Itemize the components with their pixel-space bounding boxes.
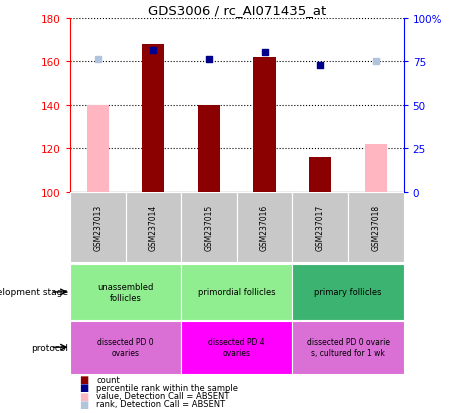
Text: GSM237013: GSM237013 <box>93 204 102 250</box>
Text: GSM237017: GSM237017 <box>316 204 325 250</box>
Text: GSM237014: GSM237014 <box>149 204 158 250</box>
Bar <box>87 105 109 192</box>
Text: primordial follicles: primordial follicles <box>198 288 276 297</box>
Bar <box>181 321 292 374</box>
Text: unassembled
follicles: unassembled follicles <box>97 282 154 302</box>
Point <box>150 48 157 55</box>
Bar <box>142 45 165 192</box>
Point <box>205 57 212 63</box>
Bar <box>181 264 292 320</box>
Bar <box>237 192 292 262</box>
Title: GDS3006 / rc_AI071435_at: GDS3006 / rc_AI071435_at <box>147 5 326 17</box>
Text: ■: ■ <box>79 391 88 401</box>
Bar <box>365 145 387 192</box>
Bar <box>125 192 181 262</box>
Bar <box>292 321 404 374</box>
Point <box>94 57 101 63</box>
Text: dissected PD 0
ovaries: dissected PD 0 ovaries <box>97 338 154 357</box>
Text: count: count <box>96 375 120 384</box>
Bar <box>253 57 276 192</box>
Text: dissected PD 4
ovaries: dissected PD 4 ovaries <box>208 338 265 357</box>
Bar <box>70 264 181 320</box>
Bar <box>309 157 331 192</box>
Point <box>317 63 324 69</box>
Bar <box>198 105 220 192</box>
Text: GSM237015: GSM237015 <box>204 204 213 250</box>
Text: GSM237016: GSM237016 <box>260 204 269 250</box>
Point <box>261 50 268 57</box>
Bar <box>70 321 181 374</box>
Text: rank, Detection Call = ABSENT: rank, Detection Call = ABSENT <box>96 399 225 408</box>
Text: ■: ■ <box>79 382 88 392</box>
Bar <box>292 192 348 262</box>
Text: dissected PD 0 ovarie
s, cultured for 1 wk: dissected PD 0 ovarie s, cultured for 1 … <box>307 338 390 357</box>
Bar <box>348 192 404 262</box>
Text: ■: ■ <box>79 374 88 384</box>
Bar <box>292 264 404 320</box>
Text: value, Detection Call = ABSENT: value, Detection Call = ABSENT <box>96 391 230 400</box>
Bar <box>181 192 237 262</box>
Text: development stage: development stage <box>0 288 68 297</box>
Text: primary follicles: primary follicles <box>314 288 382 297</box>
Text: ■: ■ <box>79 399 88 409</box>
Point <box>372 59 379 65</box>
Text: GSM237018: GSM237018 <box>371 204 380 250</box>
Text: percentile rank within the sample: percentile rank within the sample <box>96 383 238 392</box>
Bar <box>70 192 125 262</box>
Text: protocol: protocol <box>31 343 68 352</box>
